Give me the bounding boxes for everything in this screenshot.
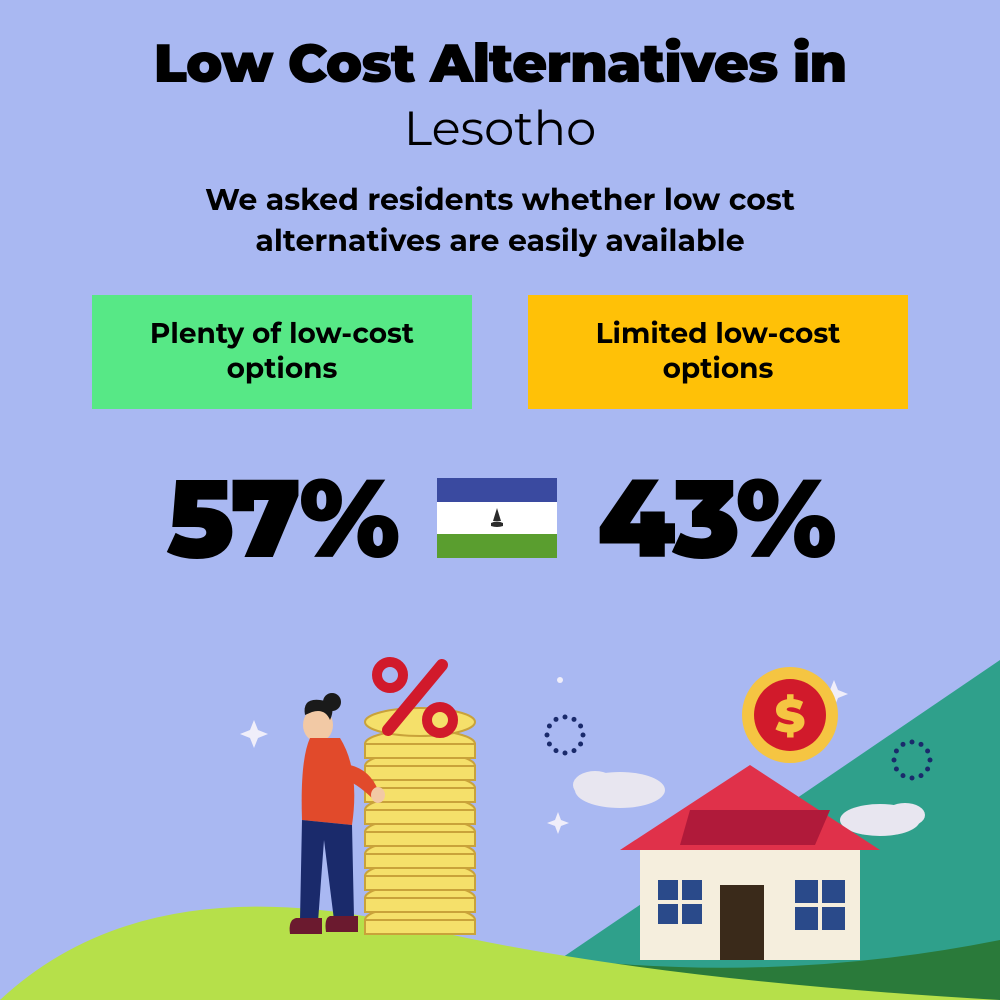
stats-row: 57% 43% <box>0 451 1000 585</box>
title-line-2: Lesotho <box>0 100 1000 158</box>
option-label: Plenty of low-cost options <box>150 317 414 386</box>
svg-text:$: $ <box>775 687 805 744</box>
option-label: Limited low-cost options <box>596 317 841 386</box>
title-block: Low Cost Alternatives in Lesotho <box>0 0 1000 158</box>
option-card-plenty: Plenty of low-cost options <box>92 295 472 409</box>
stat-plenty: 57% <box>166 451 397 585</box>
flag-stripe-green <box>437 534 557 558</box>
option-card-limited: Limited low-cost options <box>528 295 908 409</box>
flag-stripe-blue <box>437 478 557 502</box>
illustration: $ <box>0 620 1000 1000</box>
option-cards: Plenty of low-cost options Limited low-c… <box>0 295 1000 409</box>
subtitle: We asked residents whether low cost alte… <box>140 180 860 261</box>
title-line-1: Low Cost Alternatives in <box>0 30 1000 96</box>
lesotho-flag-icon <box>437 478 557 558</box>
flag-hat-icon <box>486 506 508 530</box>
stat-limited: 43% <box>597 451 834 585</box>
